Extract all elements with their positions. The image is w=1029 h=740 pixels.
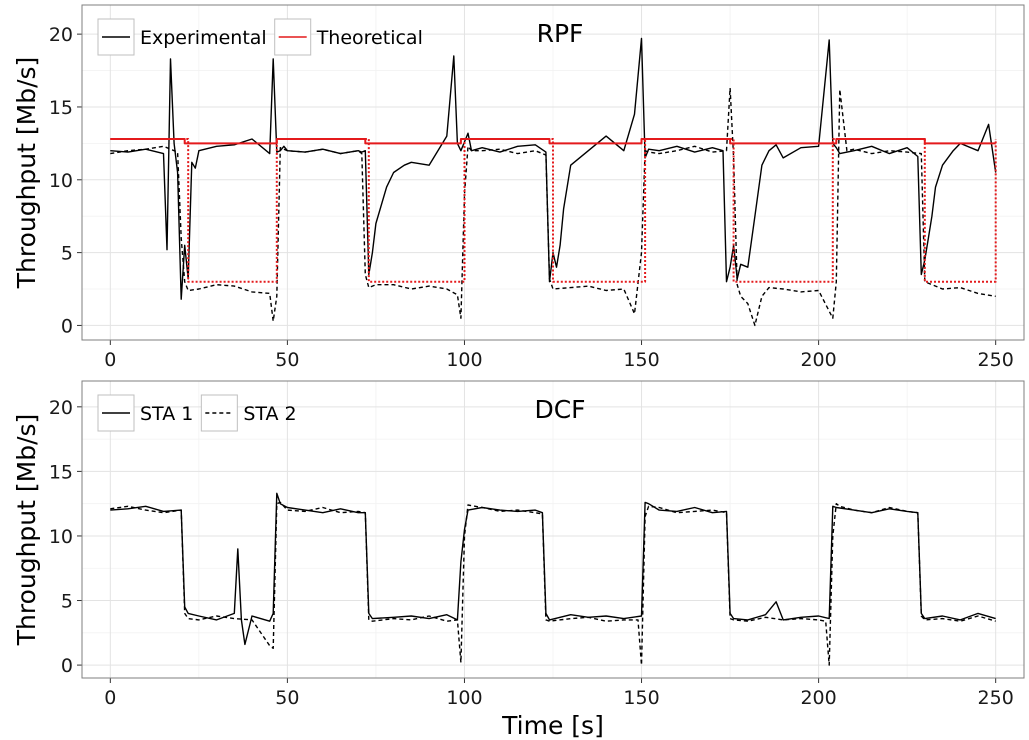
y-axis-label: Throughput [Mb/s] [12,57,41,290]
y-tick-label: 0 [61,315,73,337]
legend-label: Experimental [140,27,267,49]
panel-title: RPF [537,19,584,48]
x-tick-label: 50 [275,349,299,371]
x-tick-label: 150 [623,687,659,709]
x-tick-label: 0 [104,349,116,371]
dcf-panel: 0 50 100 150 200 250 0 5 10 15 20 DCF STA 1 STA 2 Thro… [12,381,1024,740]
y-tick-label: 10 [49,526,73,548]
y-tick-label: 20 [49,24,73,46]
x-axis-label: Time [s] [501,711,604,740]
x-tick-label: 100 [446,349,482,371]
panel-title: DCF [534,395,585,424]
y-tick-label: 0 [61,655,73,677]
x-tick-label: 150 [623,349,659,371]
y-tick-label: 15 [49,461,73,483]
x-tick-label: 100 [446,687,482,709]
x-tick-label: 200 [800,687,836,709]
y-tick-label: 10 [49,170,73,192]
x-tick-label: 50 [275,687,299,709]
rpf-panel: 0 50 100 150 200 250 0 5 10 15 20 RPF Experimental Th… [12,5,1024,371]
x-tick-label: 200 [800,349,836,371]
legend-label: Theoretical [316,27,423,49]
y-tick-label: 5 [61,243,73,265]
y-axis-label: Throughput [Mb/s] [12,414,41,647]
x-tick-label: 250 [978,687,1014,709]
y-tick-label: 20 [49,397,73,419]
y-tick-label: 5 [61,591,73,613]
legend-label: STA 2 [243,403,296,425]
legend-label: STA 1 [140,403,193,425]
x-tick-label: 250 [978,349,1014,371]
y-tick-label: 15 [49,97,73,119]
x-tick-label: 0 [104,687,116,709]
